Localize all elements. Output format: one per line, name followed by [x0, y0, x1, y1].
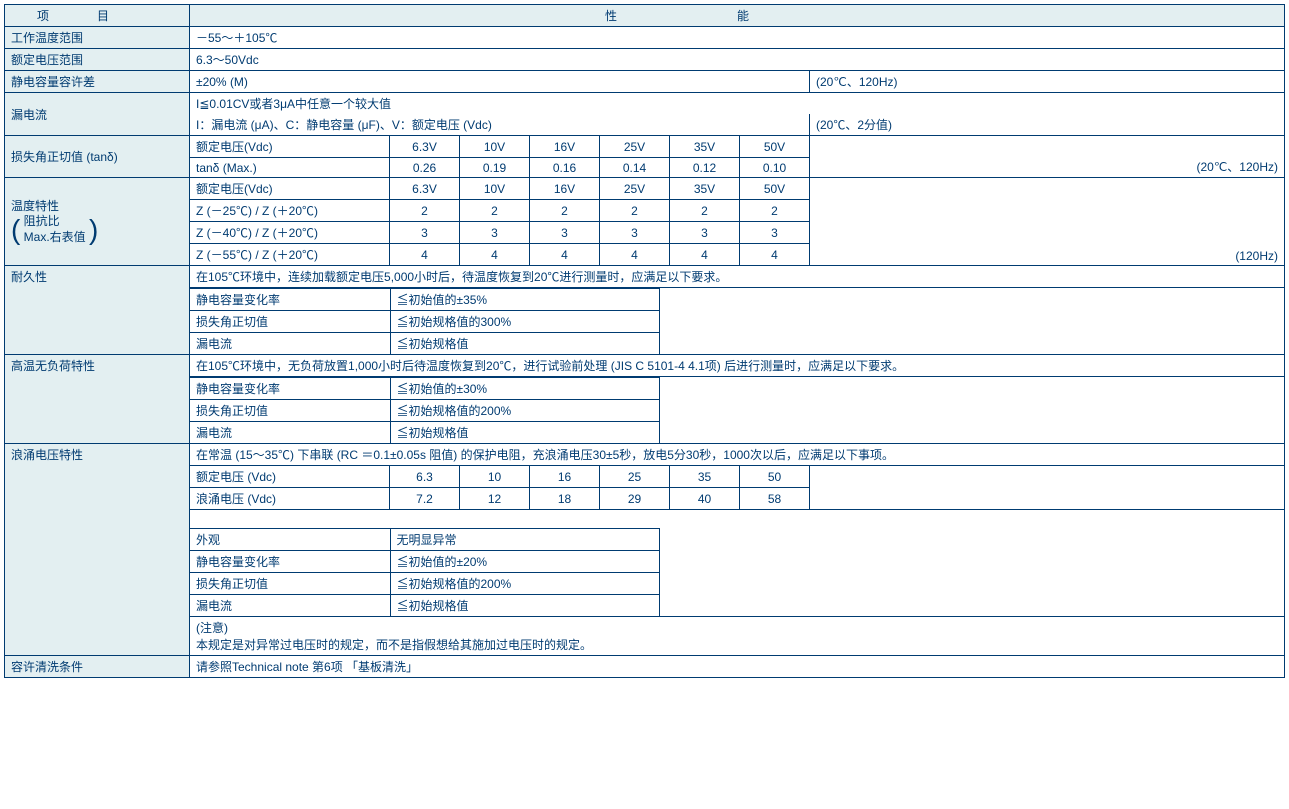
row-tand-h: 损失角正切值 (tanδ) 额定电压(Vdc) 6.3V 10V 16V 25V…: [5, 136, 1285, 158]
value-leak-1: I≦0.01CV或者3μA中任意一个较大值: [190, 93, 1285, 115]
label-volt-range: 额定电压范围: [5, 49, 190, 71]
shelf-desc: 在105℃环境中，无负荷放置1,000小时后待温度恢复到20℃，进行试验前处理 …: [190, 355, 1285, 377]
value-clean: 请参照Technical note 第6项 「基板清洗」: [190, 656, 1285, 678]
label-cap-tol: 静电容量容许差: [5, 71, 190, 93]
tand-row2-h: tanδ (Max.): [190, 158, 390, 178]
tand-v-0: 6.3V: [390, 136, 460, 158]
note-tempchar: (120Hz): [810, 178, 1285, 266]
tand-v-5: 50V: [740, 136, 810, 158]
label-tand: 损失角正切值 (tanδ): [5, 136, 190, 178]
label-shelf: 高温无负荷特性: [5, 355, 190, 444]
tand-v-3: 25V: [600, 136, 670, 158]
tand-v-4: 35V: [670, 136, 740, 158]
tand-t-3: 0.14: [600, 158, 670, 178]
tand-row1-h: 额定电压(Vdc): [190, 136, 390, 158]
row-volt-range: 额定电压范围 6.3～50Vdc: [5, 49, 1285, 71]
label-leak: 漏电流: [5, 93, 190, 136]
tempchar-r0-h: 额定电压(Vdc): [190, 178, 390, 200]
value-volt-range: 6.3～50Vdc: [190, 49, 1285, 71]
header-item: 项目: [5, 5, 190, 27]
tand-v-1: 10V: [460, 136, 530, 158]
row-tempchar-0: 温度特性 ( 阻抗比 Max.右表值 ) 额定电压(Vdc) 6.3V 10V …: [5, 178, 1285, 200]
label-endurance: 耐久性: [5, 266, 190, 355]
row-surge-rated: 额定电压 (Vdc) 6.3 10 16 25 35 50: [5, 466, 1285, 488]
note-cap-tol: (20℃、120Hz): [810, 71, 1285, 93]
label-temp-range: 工作温度范围: [5, 27, 190, 49]
note-tand: (20℃、120Hz): [810, 136, 1285, 178]
row-cap-tol: 静电容量容许差 ±20% (M) (20℃、120Hz): [5, 71, 1285, 93]
value-temp-range: －55～＋105℃: [190, 27, 1285, 49]
row-clean: 容许清洗条件 请参照Technical note 第6项 「基板清洗」: [5, 656, 1285, 678]
row-surge-note: (注意) 本规定是对异常过电压时的规定，而不是指假想给其施加过电压时的规定。: [5, 617, 1285, 656]
spec-table: 项目 性能 工作温度范围 －55～＋105℃ 额定电压范围 6.3～50Vdc …: [4, 4, 1285, 678]
row-temp-range: 工作温度范围 －55～＋105℃: [5, 27, 1285, 49]
row-endurance-items: 静电容量变化率≦初始值的±35% 损失角正切值≦初始规格值的300% 漏电流≦初…: [5, 288, 1285, 355]
tand-t-1: 0.19: [460, 158, 530, 178]
value-leak-2: I：漏电流 (μA)、C：静电容量 (μF)、V：额定电压 (Vdc): [190, 114, 810, 136]
label-clean: 容许清洗条件: [5, 656, 190, 678]
tand-t-2: 0.16: [530, 158, 600, 178]
tand-v-2: 16V: [530, 136, 600, 158]
note-leak: (20℃、2分值): [810, 114, 1285, 136]
label-surge: 浪涌电压特性: [5, 444, 190, 656]
table-header-row: 项目 性能: [5, 5, 1285, 27]
label-tempchar: 温度特性 ( 阻抗比 Max.右表值 ): [5, 178, 190, 266]
row-shelf-items: 静电容量变化率≦初始值的±30% 损失角正切值≦初始规格值的200% 漏电流≦初…: [5, 377, 1285, 444]
endurance-desc: 在105℃环境中，连续加载额定电压5,000小时后，待温度恢复到20℃进行测量时…: [190, 266, 1285, 288]
header-perf: 性能: [190, 5, 1285, 27]
tand-t-5: 0.10: [740, 158, 810, 178]
row-shelf: 高温无负荷特性 在105℃环境中，无负荷放置1,000小时后待温度恢复到20℃，…: [5, 355, 1285, 377]
tand-t-4: 0.12: [670, 158, 740, 178]
row-endurance: 耐久性 在105℃环境中，连续加载额定电压5,000小时后，待温度恢复到20℃进…: [5, 266, 1285, 288]
row-surge-desc: 浪涌电压特性 在常温 (15～35℃) 下串联 (RC ＝0.1±0.05s 阻…: [5, 444, 1285, 466]
tand-t-0: 0.26: [390, 158, 460, 178]
row-surge-items: 外观无明显异常 静电容量变化率≦初始值的±20% 损失角正切值≦初始规格值的20…: [5, 510, 1285, 617]
row-leak-1: 漏电流 I≦0.01CV或者3μA中任意一个较大值: [5, 93, 1285, 115]
surge-desc: 在常温 (15～35℃) 下串联 (RC ＝0.1±0.05s 阻值) 的保护电…: [190, 444, 1285, 466]
row-leak-2: I：漏电流 (μA)、C：静电容量 (μF)、V：额定电压 (Vdc) (20℃…: [5, 114, 1285, 136]
value-cap-tol: ±20% (M): [190, 71, 810, 93]
